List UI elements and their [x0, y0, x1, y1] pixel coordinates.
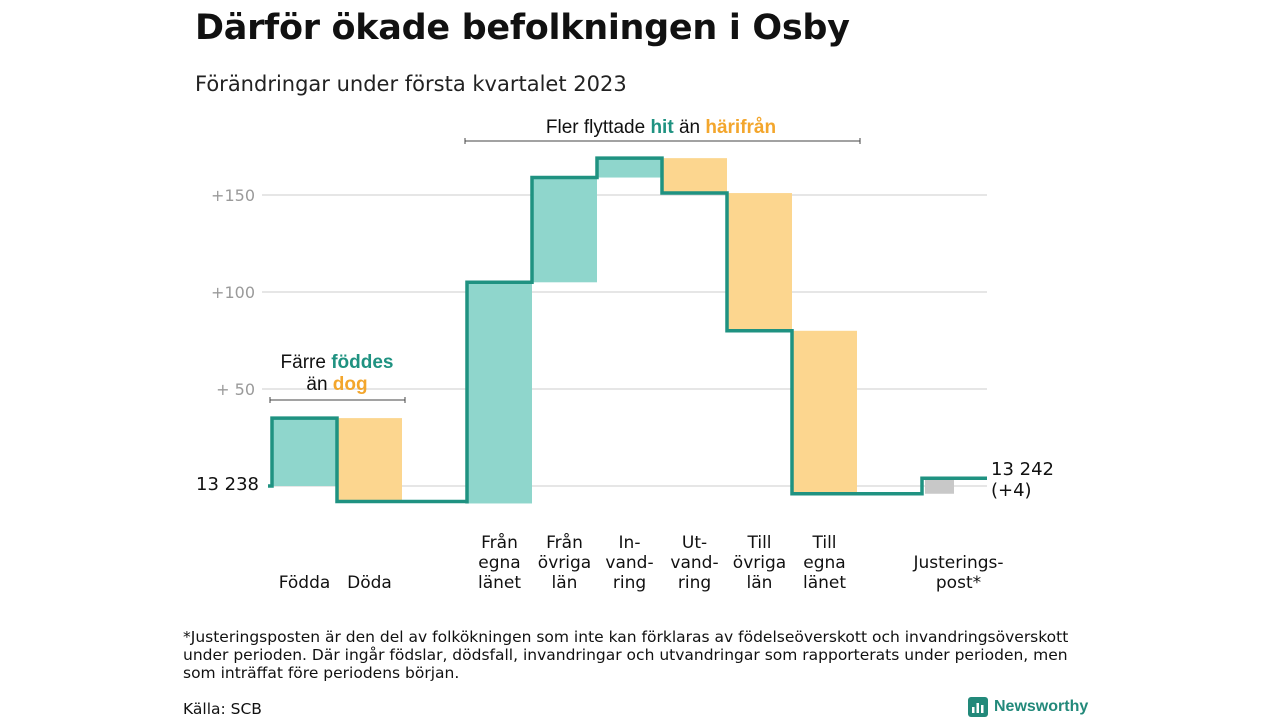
births-deaths-annotation: Färre föddes än dog [269, 352, 406, 403]
y-tick-label: +150 [211, 186, 255, 205]
bar-out [662, 158, 727, 194]
bar-in [597, 158, 662, 178]
annotation-migration-text: Fler flyttade hit än härifrån [546, 117, 776, 138]
annotation-bracket [269, 397, 406, 403]
category-label: Till egna länet [803, 533, 846, 593]
bars [272, 158, 954, 504]
step-line-layer [268, 156, 987, 504]
bar-in [532, 177, 597, 283]
category-label: Från egna länet [478, 532, 521, 593]
source-label: Källa: SCB [183, 700, 262, 718]
start-value-label: 13 238 [196, 474, 259, 495]
category-label: Döda [347, 573, 392, 593]
category-label: In-vand-ring [605, 533, 653, 593]
footnote: *Justeringsposten är den del av folkökni… [183, 628, 1069, 682]
bar-out [792, 330, 857, 494]
category-label: Justerings-post* [912, 553, 1003, 593]
bar-out [727, 193, 792, 331]
y-tick-label: +100 [211, 283, 255, 302]
brand-name: Newsworthy [994, 698, 1089, 715]
bar-in [272, 418, 337, 486]
annotation-line-1: Färre föddes [281, 352, 394, 373]
category-label: Till övriga län [733, 533, 786, 593]
category-label: Födda [279, 573, 331, 593]
category-labels: Födda Döda Från egna länet Från övriga län In-va… [279, 532, 1004, 593]
waterfall-chart: +150 +100 + 50 Födda Döda Från egna länet Från ö… [196, 117, 1054, 593]
y-tick-label: + 50 [216, 380, 255, 399]
bar-chart-logo-icon [968, 697, 988, 717]
end-change-label: (+4) [991, 480, 1032, 501]
bar-out [337, 418, 402, 502]
chart-title: Därför ökade befolkningen i Osby [195, 8, 850, 48]
brand-logo: Newsworthy [968, 697, 1088, 717]
migration-annotation: Fler flyttade hit än härifrån [464, 117, 861, 144]
annotation-line-2: än dog [306, 374, 367, 395]
migration-bracket [464, 138, 861, 144]
bar-adj [925, 478, 954, 494]
end-value-label: 13 242 [991, 459, 1054, 480]
category-label: Ut-vand-ring [670, 533, 718, 593]
category-label: Från övriga län [538, 532, 591, 593]
step-line [268, 156, 987, 504]
chart-subtitle: Förändringar under första kvartalet 2023 [195, 72, 627, 96]
grid-lines: +150 +100 + 50 [211, 186, 987, 487]
bar-in [467, 282, 532, 504]
